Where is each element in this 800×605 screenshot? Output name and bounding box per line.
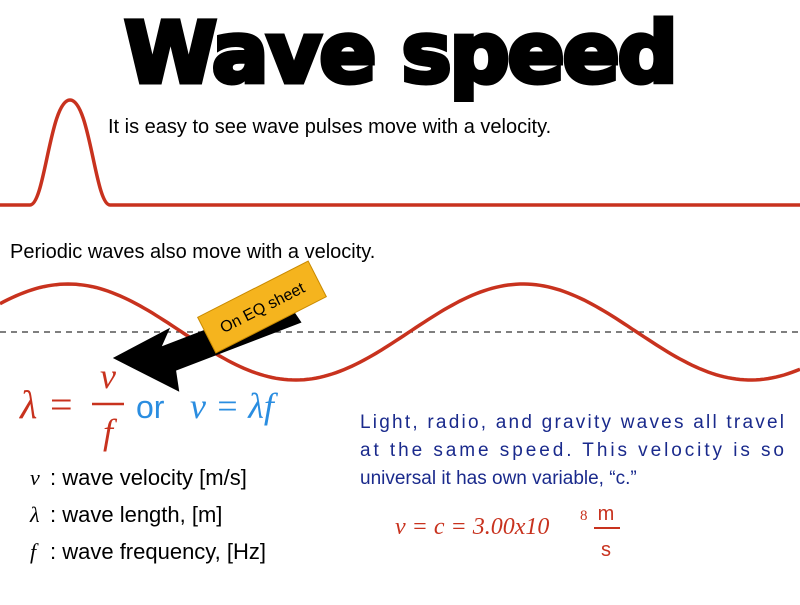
callout-box: [197, 260, 327, 354]
pulse-wave: [0, 98, 800, 207]
def-text: : wave velocity [m/s]: [50, 465, 247, 490]
periodic-wave: [0, 282, 800, 382]
note: Light, radio, and gravity waves all trav…: [360, 412, 784, 489]
formula-or: or: [136, 389, 165, 425]
formula-lambda: λ: [19, 382, 37, 427]
formula-denominator: f: [103, 412, 118, 452]
pulse-text: It is easy to see wave pulses move with …: [108, 116, 551, 138]
note-line: Light, radio, and gravity waves all trav…: [360, 412, 784, 433]
def-symbol: λ: [29, 502, 40, 527]
speed-exponent: 8: [580, 508, 588, 524]
note-line: at the same speed. This velocity is so: [360, 440, 784, 461]
def-symbol: f: [30, 539, 39, 564]
def-text: : wave length, [m]: [50, 502, 222, 527]
formula-equals: =: [50, 382, 73, 427]
speed-expression: v = c = 3.00x10: [395, 514, 549, 540]
periodic-text: Periodic waves also move with a velocity…: [10, 241, 375, 263]
unit-bottom: s: [601, 539, 611, 561]
definitions: v : wave velocity [m/s] λ : wave length,…: [29, 465, 266, 564]
unit-top: m: [598, 503, 615, 525]
title: Wave speed: [124, 4, 676, 102]
def-text: : wave frequency, [Hz]: [50, 539, 266, 564]
callout: On EQ sheet: [197, 260, 327, 354]
def-symbol: v: [30, 465, 40, 490]
formula-alt: v = λf: [190, 386, 279, 426]
formula-numerator: v: [100, 356, 116, 396]
note-line: universal it has own variable, “c.”: [360, 468, 637, 489]
